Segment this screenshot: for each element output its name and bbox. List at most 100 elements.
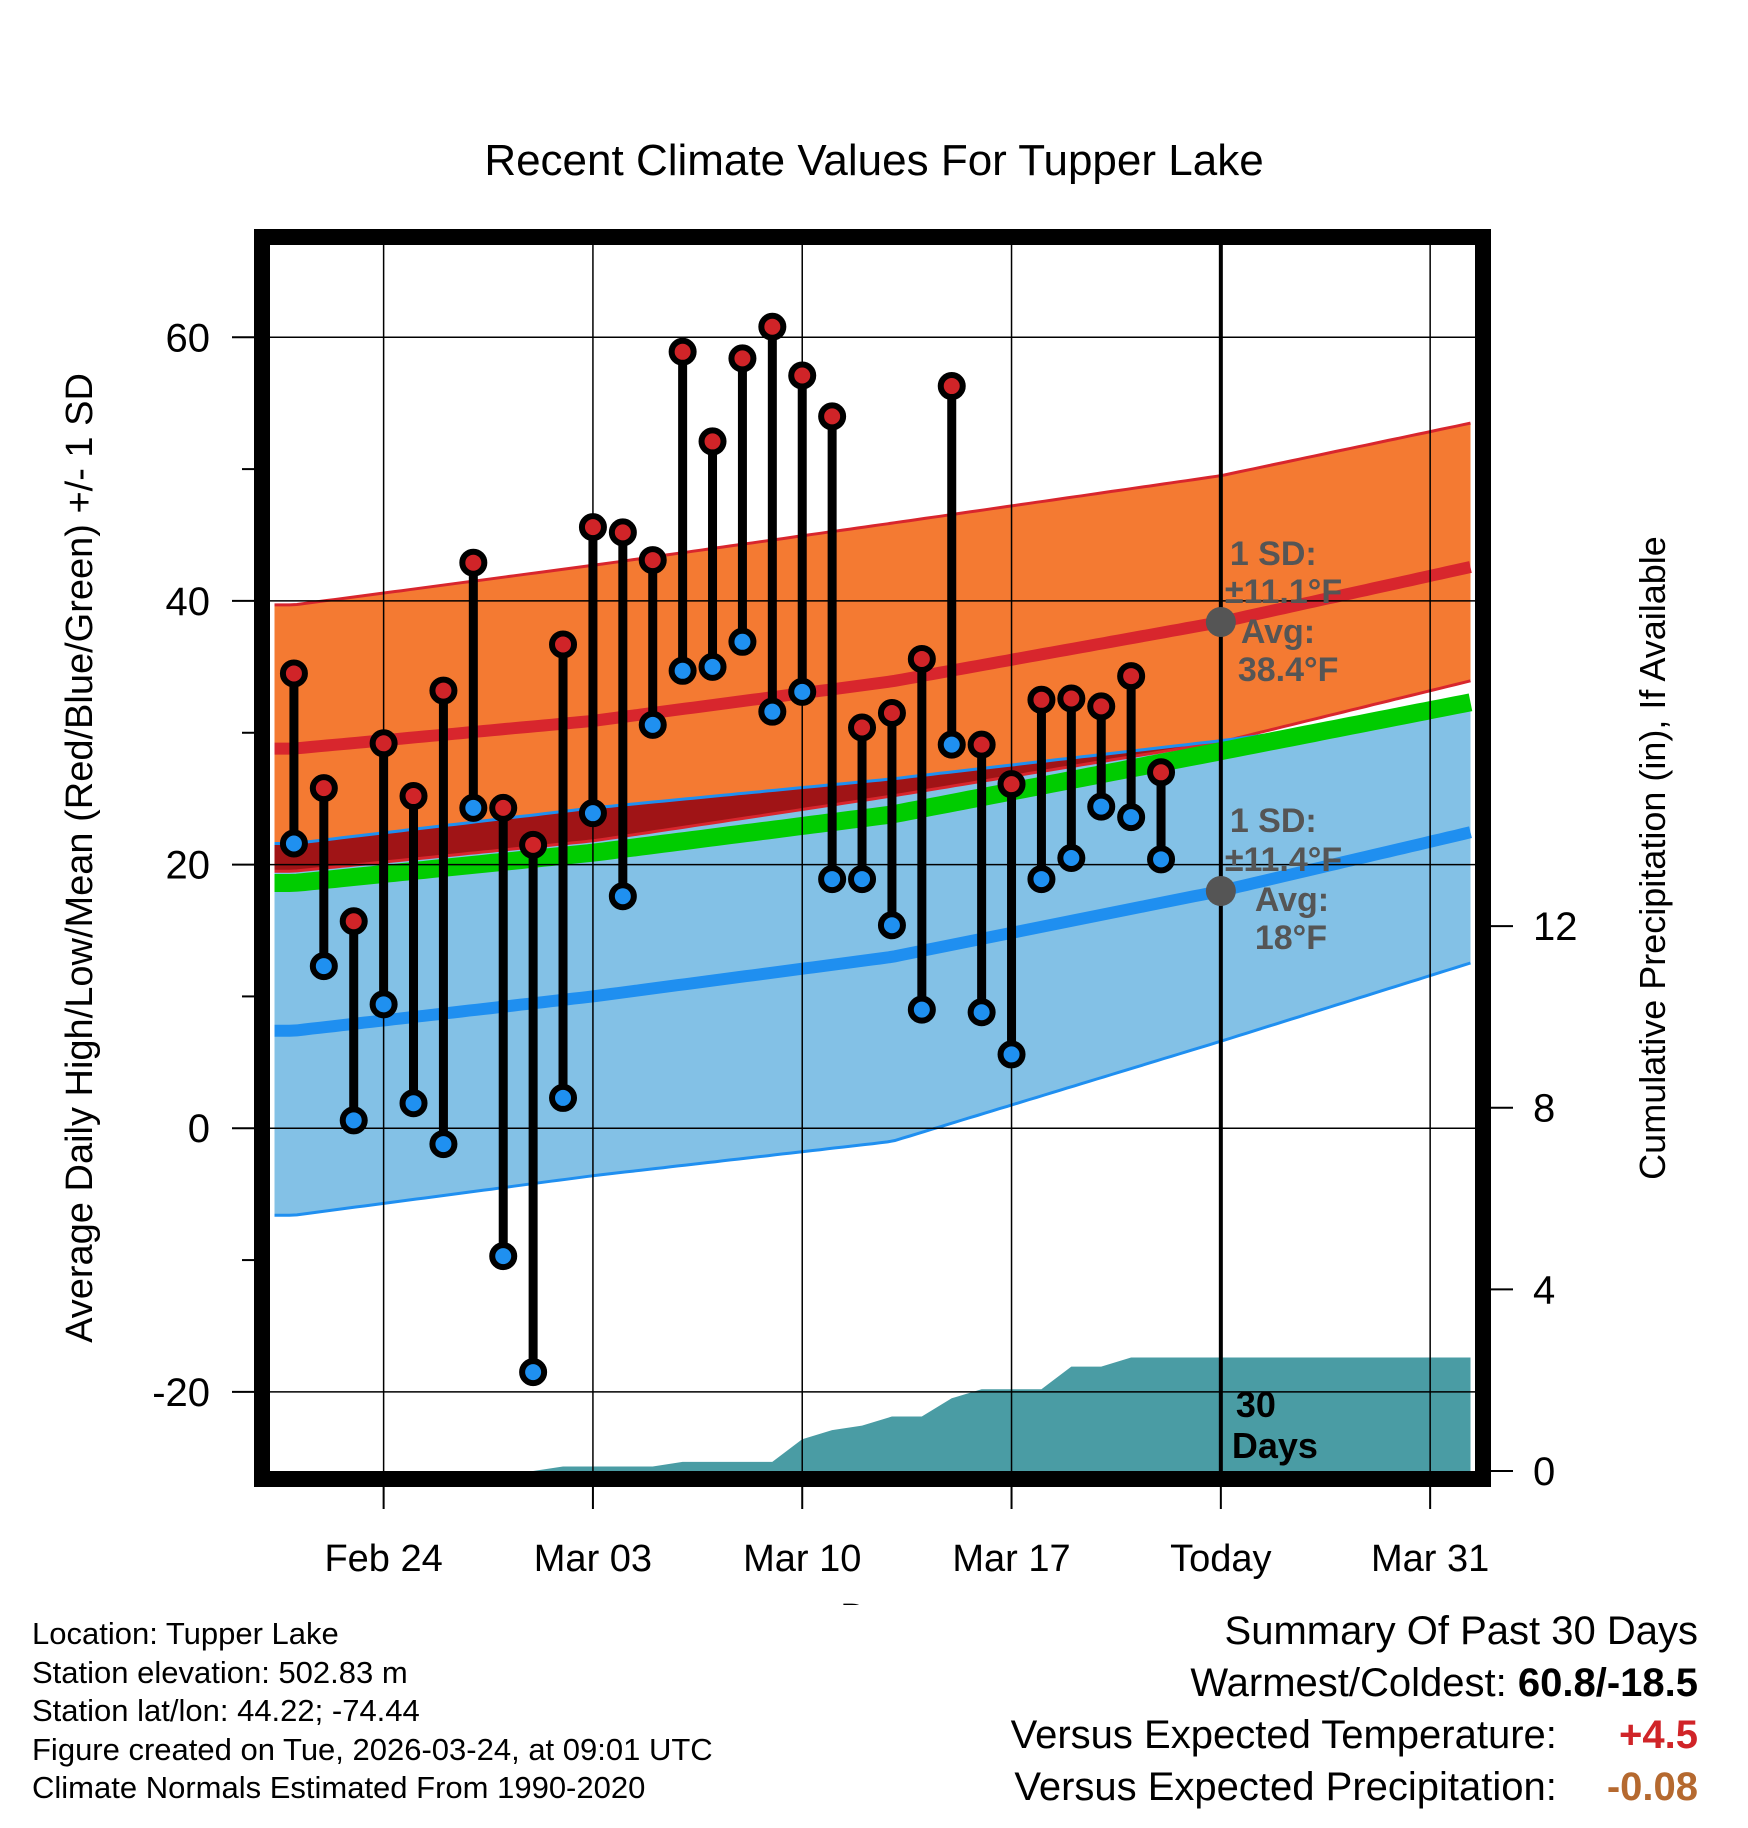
precip-tick-label: 0 (1533, 1450, 1555, 1494)
obs-low-point (279, 829, 308, 858)
obs-low-point (489, 1242, 518, 1271)
sd-overlap-band (274, 680, 1471, 872)
obs-low-point (459, 793, 488, 822)
low-sd-label: 1 SD: (1230, 802, 1317, 840)
x-tick-label: Mar 31 (1371, 1538, 1489, 1580)
x-tick-label: Today (1170, 1538, 1271, 1580)
obs-high-point (399, 782, 428, 811)
obs-high-point (937, 372, 966, 401)
obs-low-point (848, 865, 877, 894)
obs-low-point (788, 677, 817, 706)
obs-low-point (578, 799, 607, 828)
obs-high-point (758, 312, 787, 341)
summary-panel: Summary Of Past 30 Days Warmest/Coldest:… (1011, 1605, 1698, 1813)
obs-high-point (848, 713, 877, 742)
today-avg-high-marker (1205, 607, 1236, 638)
window-days-label: Days (1232, 1425, 1318, 1466)
plot-frame (254, 229, 1491, 1487)
obs-high-point (578, 513, 607, 542)
y-tick-label: 0 (188, 1107, 210, 1151)
obs-low-point (997, 1040, 1026, 1069)
obs-low-point (818, 865, 847, 894)
x-axis-label: Day (840, 1597, 908, 1605)
obs-high-point (459, 548, 488, 577)
info-location: Location: Tupper Lake (32, 1616, 339, 1651)
summary-title: Summary Of Past 30 Days (1224, 1609, 1698, 1653)
obs-high-point (1117, 662, 1146, 691)
y-tick-label: 20 (166, 844, 211, 888)
high-sd-value: ±11.1°F (1225, 573, 1342, 611)
temp-label: Versus Expected Temperature: (1010, 1713, 1557, 1757)
obs-high-point (1087, 692, 1116, 721)
x-tick-label: Mar 17 (952, 1538, 1070, 1580)
obs-high-point (967, 730, 996, 759)
obs-high-point (818, 402, 847, 431)
low-sd-value: ±11.4°F (1225, 841, 1342, 879)
obs-high-point (489, 793, 518, 822)
obs-low-point (339, 1106, 368, 1135)
window-days-number: 30 (1236, 1384, 1276, 1425)
x-tick-label: Mar 10 (743, 1538, 861, 1580)
obs-low-point (907, 995, 936, 1024)
obs-high-point (907, 644, 936, 673)
avg-low-line (274, 826, 1472, 1037)
obs-high-point (877, 698, 906, 727)
obs-high-point (788, 361, 817, 390)
obs-low-point (369, 990, 398, 1019)
summary-temp: Versus Expected Temperature: +4.5 (1011, 1709, 1698, 1761)
obs-low-point (1147, 845, 1176, 874)
obs-low-point (937, 730, 966, 759)
low-avg-label: Avg: (1255, 881, 1329, 919)
precip-value: -0.08 (1606, 1765, 1698, 1809)
station-info: Location: Tupper Lake Station elevation:… (32, 1615, 713, 1808)
obs-high-point (309, 774, 338, 803)
obs-low-point (758, 697, 787, 726)
obs-low-point (1057, 844, 1086, 872)
obs-high-point (608, 518, 637, 547)
obs-high-point (429, 676, 458, 705)
obs-low-point (549, 1083, 578, 1112)
temp-value: +4.5 (1619, 1713, 1698, 1757)
info-normals: Climate Normals Estimated From 1990-2020 (32, 1770, 646, 1806)
obs-low-point (698, 652, 727, 681)
obs-low-point (1117, 803, 1146, 832)
obs-high-point (1057, 684, 1086, 713)
obs-low-point (429, 1130, 458, 1159)
obs-low-point (728, 627, 757, 656)
obs-high-point (279, 659, 308, 688)
y-axis-right-label: Cumulative Precipitation (in), If Availa… (1632, 536, 1673, 1180)
obs-high-point (698, 427, 727, 456)
obs-high-point (997, 770, 1026, 799)
precip-tick-label: 8 (1533, 1087, 1555, 1131)
obs-low-point (519, 1358, 548, 1387)
obs-low-point (1027, 865, 1056, 894)
obs-low-point (399, 1089, 428, 1118)
chart-title: Recent Climate Values For Tupper Lake (484, 136, 1263, 185)
high-avg-label: Avg: (1241, 613, 1315, 651)
obs-low-point (309, 952, 338, 981)
info-created: Figure created on Tue, 2026-03-24, at 09… (32, 1731, 713, 1767)
today-avg-low-marker (1205, 875, 1236, 906)
summary-warm-cold: Warmest/Coldest: 60.8/-18.5 (1011, 1657, 1698, 1709)
obs-low-point (608, 882, 637, 911)
high-sd-lower-line (274, 679, 1471, 873)
low-avg-value: 18°F (1255, 919, 1327, 957)
info-latlon: Station lat/lon: 44.22; -74.44 (32, 1693, 420, 1729)
warm-cold-value: 60.8/-18.5 (1517, 1661, 1698, 1705)
obs-high-point (728, 344, 757, 373)
obs-high-point (519, 830, 548, 859)
x-tick-label: Feb 24 (324, 1538, 442, 1580)
climate-chart: Recent Climate Values For Tupper Lake 1 … (59, 136, 1673, 1605)
obs-high-point (638, 546, 667, 575)
obs-low-point (1087, 792, 1116, 821)
y-tick-label: -20 (152, 1371, 210, 1415)
obs-high-point (339, 907, 368, 936)
high-avg-value: 38.4°F (1238, 651, 1339, 689)
precip-tick-label: 4 (1533, 1268, 1555, 1312)
summary-precip: Versus Expected Precipitation: -0.08 (1011, 1761, 1698, 1813)
y-tick-label: 60 (166, 316, 211, 360)
y-axis-label: Average Daily High/Low/Mean (Red/Blue/Gr… (59, 373, 101, 1343)
obs-low-point (967, 998, 996, 1027)
